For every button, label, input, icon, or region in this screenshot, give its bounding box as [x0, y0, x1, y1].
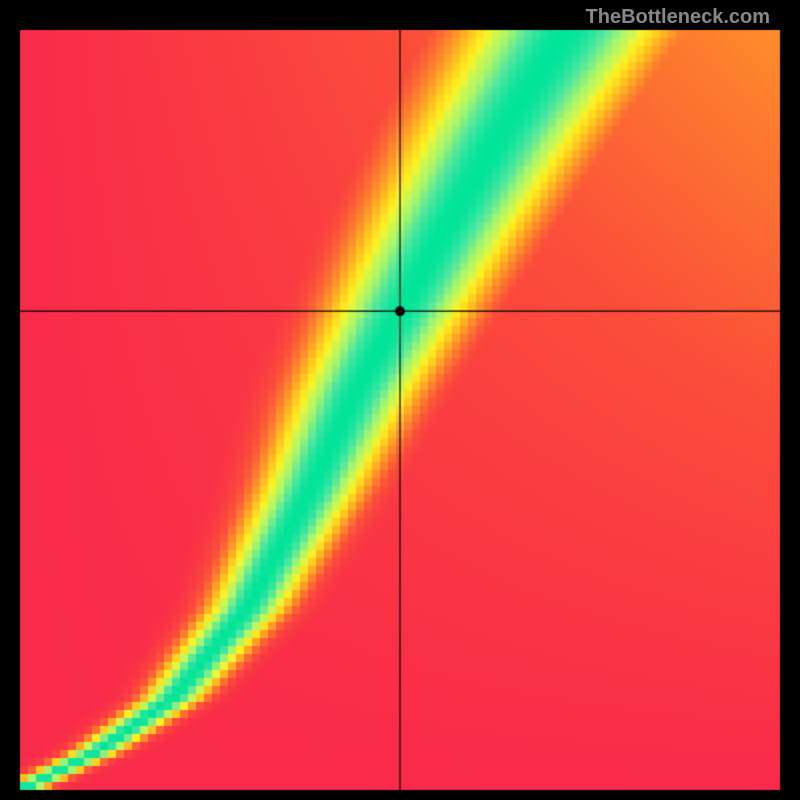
bottleneck-heatmap [0, 0, 800, 800]
watermark-text: TheBottleneck.com [586, 6, 770, 29]
